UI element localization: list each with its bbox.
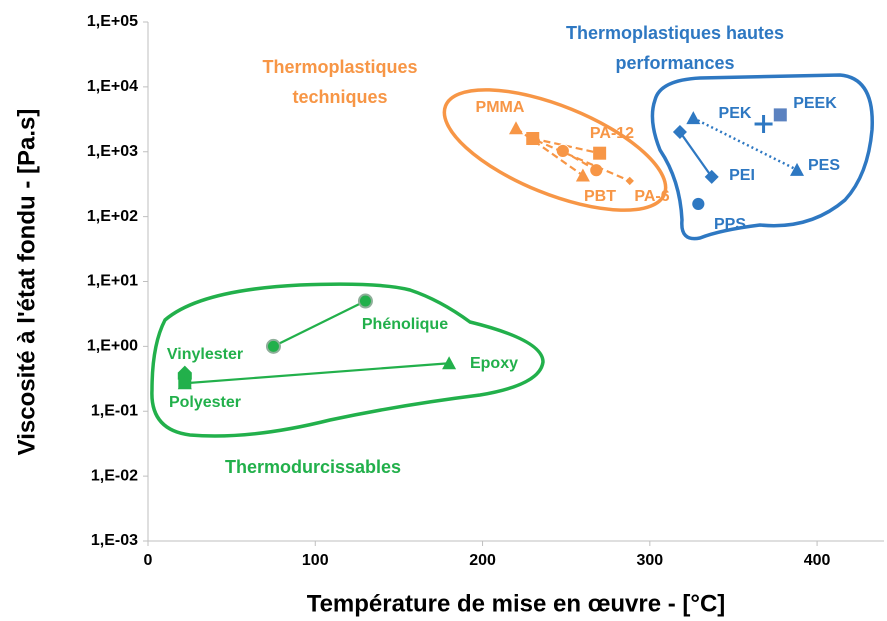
point-label: PEEK bbox=[793, 95, 837, 112]
x-tick-label: 400 bbox=[804, 552, 831, 569]
point bbox=[509, 121, 523, 135]
group-outline bbox=[150, 282, 545, 438]
point-label: Vinylester bbox=[167, 346, 243, 363]
y-tick-label: 1,E+00 bbox=[87, 338, 138, 355]
point bbox=[442, 356, 457, 370]
y-tick-label: 1,E+01 bbox=[87, 273, 138, 290]
point-label: Polyester bbox=[169, 394, 241, 411]
y-tick-label: 1,E-01 bbox=[91, 402, 138, 419]
y-axis-title: Viscosité à l'état fondu - [Pa.s] bbox=[13, 109, 40, 456]
point-label: Phénolique bbox=[362, 316, 448, 333]
point bbox=[686, 111, 701, 125]
group-outline bbox=[442, 88, 668, 212]
group-label: Thermoplastiques hautes bbox=[566, 23, 784, 43]
point-label: PA-12 bbox=[590, 125, 634, 142]
series-line bbox=[535, 139, 631, 182]
point bbox=[265, 338, 281, 354]
series-line bbox=[679, 131, 713, 178]
group-label: performances bbox=[615, 53, 734, 73]
y-tick-label: 1,E+05 bbox=[87, 13, 138, 30]
point bbox=[773, 108, 787, 122]
point-label: PMMA bbox=[476, 99, 525, 116]
point-label: PEI bbox=[729, 167, 755, 184]
group-outline bbox=[650, 73, 874, 241]
point bbox=[672, 124, 687, 139]
point bbox=[575, 168, 590, 182]
point-label: PPS bbox=[714, 216, 746, 233]
point bbox=[704, 169, 719, 184]
y-tick-label: 1,E+02 bbox=[87, 208, 138, 225]
point bbox=[177, 376, 192, 390]
y-tick-label: 1,E-02 bbox=[91, 467, 138, 484]
y-tick-label: 1,E+04 bbox=[87, 78, 138, 95]
series-line bbox=[184, 362, 450, 385]
point-label: PES bbox=[808, 157, 840, 174]
group-label: Thermodurcissables bbox=[225, 457, 401, 477]
x-tick-label: 300 bbox=[636, 552, 663, 569]
point-label: PA-6 bbox=[634, 188, 669, 205]
point bbox=[625, 176, 634, 186]
point-label: Epoxy bbox=[470, 355, 518, 372]
x-tick-label: 100 bbox=[302, 552, 329, 569]
series-line bbox=[272, 300, 366, 348]
x-tick-label: 0 bbox=[144, 552, 153, 569]
point-label: PEK bbox=[719, 105, 752, 122]
series-line bbox=[692, 116, 798, 172]
point bbox=[357, 293, 373, 309]
point bbox=[754, 114, 773, 133]
x-tick-label: 200 bbox=[469, 552, 496, 569]
group-label: techniques bbox=[292, 87, 387, 107]
group-label: Thermoplastiques bbox=[262, 57, 417, 77]
point-label: PBT bbox=[584, 188, 616, 205]
x-axis-title: Température de mise en œuvre - [°C] bbox=[307, 590, 726, 617]
point bbox=[790, 162, 805, 176]
point bbox=[593, 146, 607, 160]
y-tick-label: 1,E+03 bbox=[87, 143, 138, 160]
point bbox=[691, 197, 706, 211]
y-tick-label: 1,E-03 bbox=[91, 532, 138, 549]
